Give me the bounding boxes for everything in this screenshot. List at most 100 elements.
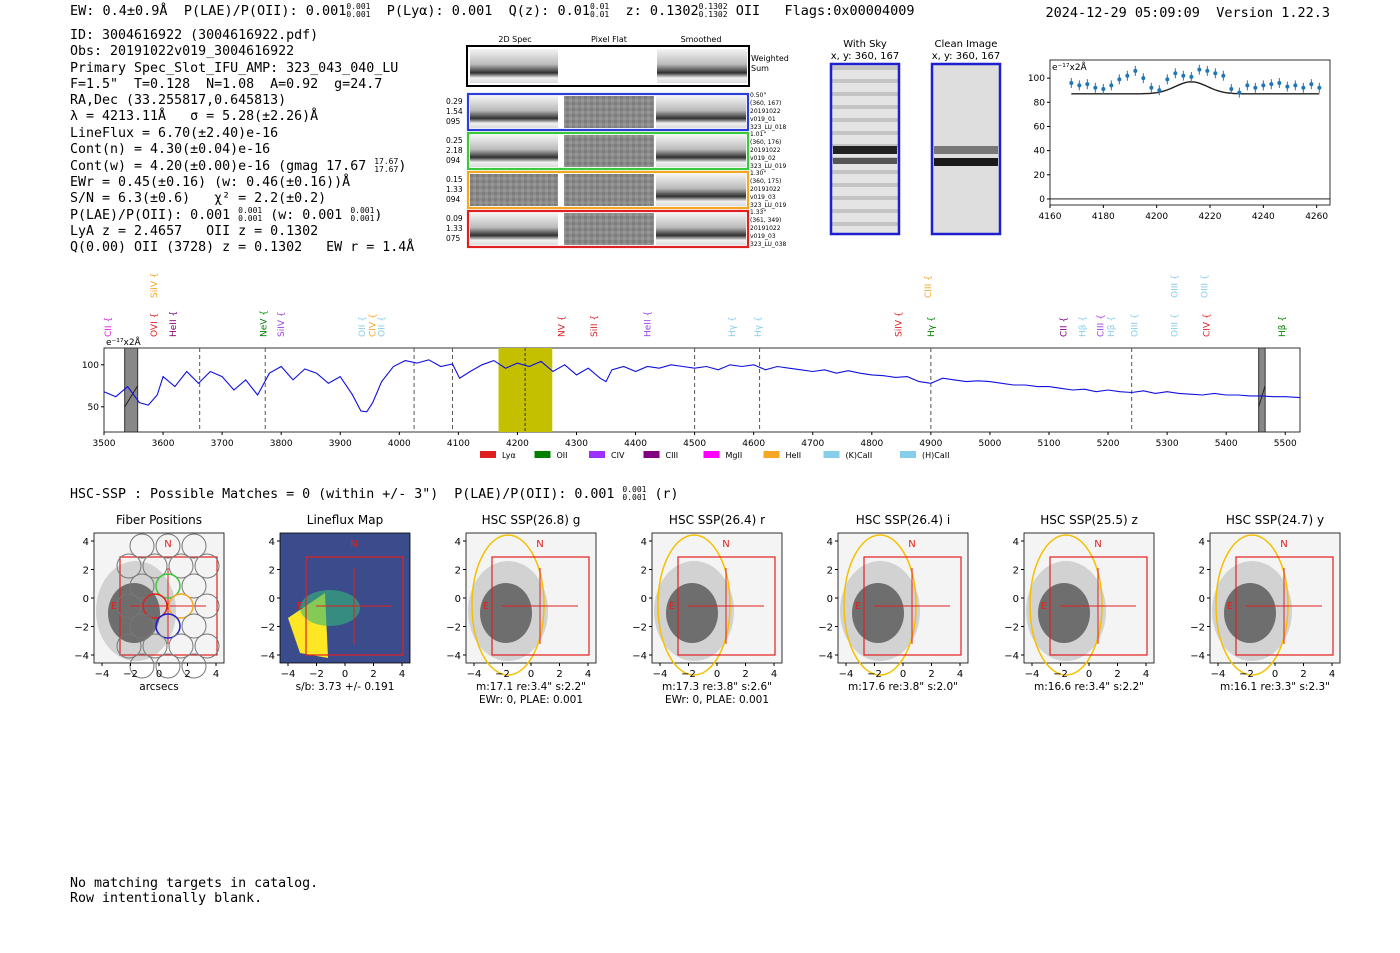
spectrum-ylabel: e⁻¹⁷x2Å: [106, 336, 142, 348]
north-label: N: [722, 539, 729, 550]
spectrum-xtick-label: 5000: [978, 439, 1001, 449]
z-line: OII: [735, 3, 761, 19]
panel-caption: s/b: 3.73 +/- 0.191: [296, 681, 395, 693]
legend-label: (K)CaII: [846, 451, 873, 460]
cutout-right-label: 1.01": [750, 131, 766, 138]
legend-swatch: [534, 451, 551, 458]
sum-label: Sum: [751, 64, 769, 73]
fit-ytick-label: 80: [1034, 98, 1046, 108]
fit-data-point: [1205, 68, 1210, 73]
catalog-note-2: Row intentionally blank.: [70, 891, 263, 906]
cutout-right-label: 323_LU_018: [750, 124, 787, 131]
fit-data-point: [1301, 85, 1306, 90]
fit-data-point: [1141, 76, 1146, 81]
fit-data-point: [1077, 83, 1082, 88]
fit-xtick-label: 4180: [1092, 212, 1115, 222]
legend-swatch: [589, 451, 605, 458]
spectrum-xtick-label: 4700: [801, 439, 824, 449]
spectrum-line: [103, 359, 1301, 413]
spectrum-xtick-label: 3700: [211, 439, 234, 449]
panel-xtick-label: −4: [839, 669, 854, 680]
info-sn: S/N = 6.3(±0.6) χ² = 2.2(±0.2): [70, 190, 327, 206]
fit-data-point: [1101, 87, 1106, 91]
weighted-label: Weighted: [751, 54, 789, 63]
detection-box: [1049, 556, 1148, 656]
fiber-circle: [142, 593, 168, 619]
panel-xtick-label: 0: [342, 669, 348, 680]
galaxy-core: [480, 583, 532, 643]
cutout-left-label: 0.25: [446, 136, 463, 145]
galaxy-core: [852, 583, 904, 643]
clean-title: Clean Image: [935, 39, 998, 50]
north-label: N: [1280, 539, 1287, 550]
cutout-left-label: 0.29: [446, 97, 463, 106]
spectrum-xtick-label: 4000: [388, 439, 411, 449]
panel-xtick-label: 2: [742, 669, 748, 680]
panel-caption: arcsecs: [139, 681, 178, 693]
panel-xtick-label: 2: [1300, 669, 1306, 680]
fit-ytick-label: 40: [1034, 147, 1046, 157]
emission-line-label: HeII {: [169, 311, 179, 337]
emission-line-label: OIII {: [1171, 274, 1181, 298]
emission-line-label: OIII {: [1171, 313, 1181, 337]
info-lya: LyA z = 2.4657 OII z = 0.1302: [70, 223, 319, 239]
legend-swatch: [823, 451, 840, 458]
cutout-right-label: 20191022: [750, 186, 781, 193]
panel-xtick-label: −2: [495, 669, 510, 680]
legend-label: MgII: [726, 451, 743, 460]
cutout-right-label: 20191022: [750, 147, 781, 154]
fit-xtick-label: 4200: [1145, 212, 1168, 222]
cutout-left-label: 094: [446, 195, 461, 204]
fiber-circle: [194, 633, 220, 659]
emission-line-label: NeV {: [259, 310, 269, 337]
emission-line-label: SiII {: [590, 315, 600, 337]
panel-ytick-label: 4: [1013, 537, 1019, 548]
plae-value: P(LAE)/P(OII): 0.001: [183, 3, 347, 19]
fit-data-point: [1309, 82, 1314, 87]
catalog-note-1: No matching targets in catalog.: [70, 876, 319, 891]
cutout-right-label: (360, 176): [750, 139, 781, 146]
info-obs: Obs: 20191022v019_3004616922: [70, 44, 295, 60]
spectrum-ytick-label: 50: [88, 403, 100, 413]
with-sky-title: With Sky: [843, 39, 887, 50]
panel-caption: m:16.6 re:3.4" s:2.2": [1034, 681, 1144, 693]
info-fwhm: F=1.5" T=0.128 N=1.08 A=0.92 g=24.7: [70, 76, 383, 92]
spec-cutouts: 2D Spec Pixel Flat Smoothed Weighted Sum…: [446, 35, 789, 249]
emission-line-label: CIII {: [1096, 314, 1106, 337]
aperture-ellipse: [1029, 534, 1103, 676]
detection-box: [119, 556, 218, 656]
cutout-right-label: 1.30": [750, 170, 766, 177]
panel-ytick-label: −4: [818, 651, 833, 662]
galaxy-core: [1038, 583, 1090, 643]
detection-box: [863, 556, 962, 656]
fiber-circle: [142, 553, 168, 579]
info-lambda: λ = 4213.11Å σ = 5.28(±2.26)Å: [70, 109, 319, 125]
spectrum-xtick-label: 5400: [1215, 439, 1238, 449]
panel-title: HSC SSP(24.7) y: [1226, 513, 1324, 527]
cutout-right-label: (361, 349): [750, 217, 781, 224]
galaxy-core: [1224, 583, 1276, 643]
fiber-circle: [168, 553, 194, 579]
fit-ytick-label: 0: [1039, 195, 1045, 205]
fit-data-point: [1285, 84, 1290, 89]
aperture-ellipse: [657, 534, 731, 676]
emission-line-label: CIV {: [369, 313, 379, 337]
panel-xtick-label: 0: [900, 669, 906, 680]
panel-xtick-label: −2: [1053, 669, 1068, 680]
fiber-circle: [168, 593, 194, 619]
panel-ytick-label: −4: [632, 651, 647, 662]
cutout-right-label: 0.50": [750, 92, 766, 99]
panel-xtick-label: −4: [653, 669, 668, 680]
masked-region: [1258, 347, 1266, 433]
cutout-left-label: 0.15: [446, 175, 463, 184]
line-fit-chart: e⁻¹⁷x2Å 0 20 40 60 80 100 4160 4180 4200 4220 4240 4…: [1028, 59, 1331, 222]
panel-ytick-label: −2: [74, 623, 89, 634]
flux-halo: [300, 590, 360, 626]
col-smooth-label: Smoothed: [681, 35, 722, 44]
panel-xtick-label: 2: [184, 669, 190, 680]
fit-ytick-label: 20: [1034, 171, 1046, 181]
